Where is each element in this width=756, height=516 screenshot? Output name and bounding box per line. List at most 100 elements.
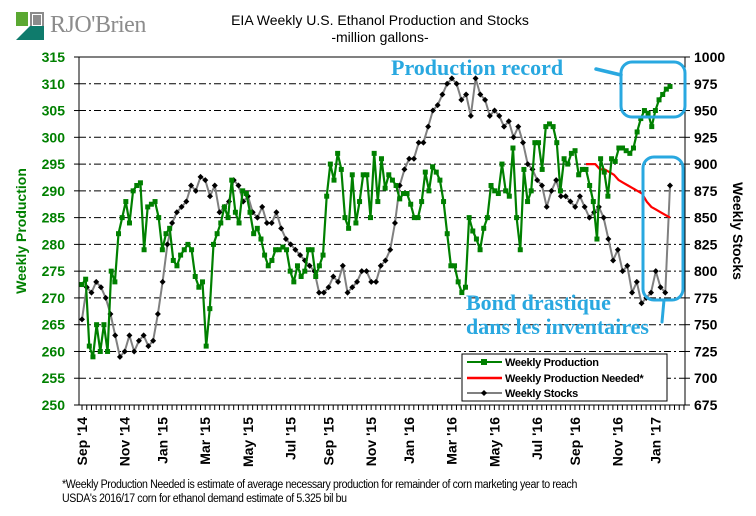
production-point — [284, 247, 290, 253]
production-point — [404, 191, 410, 197]
production-point — [276, 247, 282, 253]
y2-tick-label: 700 — [694, 370, 718, 386]
stocks-point — [268, 219, 275, 226]
stocks-point — [463, 91, 470, 98]
production-point — [481, 225, 487, 231]
y-tick-label: 305 — [42, 103, 66, 119]
stocks-point — [425, 123, 432, 130]
production-point — [576, 172, 582, 178]
stocks-point — [211, 182, 218, 189]
production-point — [181, 247, 187, 253]
stocks-point — [297, 252, 304, 259]
production-point — [371, 150, 377, 156]
production-point — [189, 247, 195, 253]
chart-title-block: EIA Weekly U.S. Ethanol Production and S… — [200, 12, 560, 46]
stocks-point — [325, 284, 332, 291]
production-point — [137, 180, 143, 186]
stocks-point — [605, 236, 612, 243]
production-point — [623, 148, 629, 154]
stocks-point — [192, 187, 199, 194]
production-point — [254, 225, 260, 231]
production-point — [437, 177, 443, 183]
production-point — [517, 247, 523, 253]
x-ticks: Sep '14 Nov '14 Jan '15 Mar '15 May '15 Jul '… — [74, 405, 685, 467]
production-point — [422, 169, 428, 175]
production-point — [415, 215, 421, 221]
production-point — [554, 140, 560, 146]
stocks-point — [652, 268, 659, 275]
production-point — [459, 290, 465, 296]
production-point — [134, 182, 140, 188]
stocks-point — [135, 337, 142, 344]
production-point — [455, 279, 461, 285]
production-point — [287, 268, 293, 274]
production-point — [342, 215, 348, 221]
production-point — [466, 215, 472, 221]
y-tick-label: 300 — [42, 129, 66, 145]
stocks-point — [202, 177, 209, 184]
x-tick-label: Jan '15 — [155, 417, 171, 464]
production-point — [327, 161, 333, 167]
stocks-point — [444, 80, 451, 87]
stocks-point — [344, 289, 351, 296]
production-point — [557, 188, 563, 194]
stocks-point — [505, 118, 512, 125]
stocks-point — [235, 182, 242, 189]
stocks-point — [420, 139, 427, 146]
stocks-point — [382, 257, 389, 264]
stocks-point — [263, 219, 270, 226]
y2-tick-label: 825 — [694, 236, 718, 252]
stocks-point — [145, 343, 152, 350]
production-point — [620, 145, 626, 151]
y-tick-label: 265 — [42, 317, 66, 333]
production-point — [506, 193, 512, 199]
y2-axis-label: Weekly Stocks — [730, 182, 746, 280]
production-point — [539, 166, 545, 172]
production-point — [302, 268, 308, 274]
production-point — [163, 231, 169, 237]
footnote-line-1: *Weekly Production Needed is estimate of… — [62, 479, 577, 491]
x-tick-label: Nov '14 — [117, 417, 133, 466]
stocks-point — [496, 112, 503, 119]
stocks-point — [667, 182, 673, 189]
stocks-point — [197, 173, 204, 180]
production-point — [612, 158, 618, 164]
x-tick-label: Jul '15 — [283, 417, 299, 460]
stocks-point — [581, 203, 588, 210]
legend-label-production: Weekly Production — [505, 357, 599, 369]
production-point — [601, 169, 607, 175]
y2-tick-label: 800 — [694, 263, 718, 279]
production-point — [448, 263, 454, 269]
stocks-point — [648, 289, 655, 296]
production-point — [94, 322, 100, 328]
production-point — [258, 236, 264, 242]
production-point — [178, 252, 184, 258]
production-point — [243, 191, 249, 197]
production-point — [546, 121, 552, 127]
production-point — [426, 188, 432, 194]
production-point — [462, 284, 468, 290]
production-point — [130, 188, 136, 194]
y-tick-label: 260 — [42, 343, 66, 359]
stocks-point — [548, 187, 555, 194]
stocks-point — [354, 278, 361, 285]
legend: Weekly Production Weekly Production Need… — [461, 353, 668, 402]
y2-tick-label: 950 — [694, 103, 718, 119]
production-point — [126, 220, 132, 226]
production-point — [543, 124, 549, 130]
production-point — [594, 236, 600, 242]
y-tick-label: 315 — [42, 49, 66, 65]
stocks-point — [188, 182, 195, 189]
x-tick-label: May '15 — [240, 417, 256, 467]
production-point — [101, 322, 107, 328]
stocks-point — [562, 193, 569, 200]
callout-pointer-stocks — [660, 298, 666, 324]
production-point — [90, 354, 96, 360]
production-point — [521, 166, 527, 172]
production-point — [393, 182, 399, 188]
y-tick-label: 250 — [42, 397, 66, 413]
production-point — [141, 247, 147, 253]
production-point — [218, 220, 224, 226]
production-point — [320, 252, 326, 258]
production-point — [364, 172, 370, 178]
